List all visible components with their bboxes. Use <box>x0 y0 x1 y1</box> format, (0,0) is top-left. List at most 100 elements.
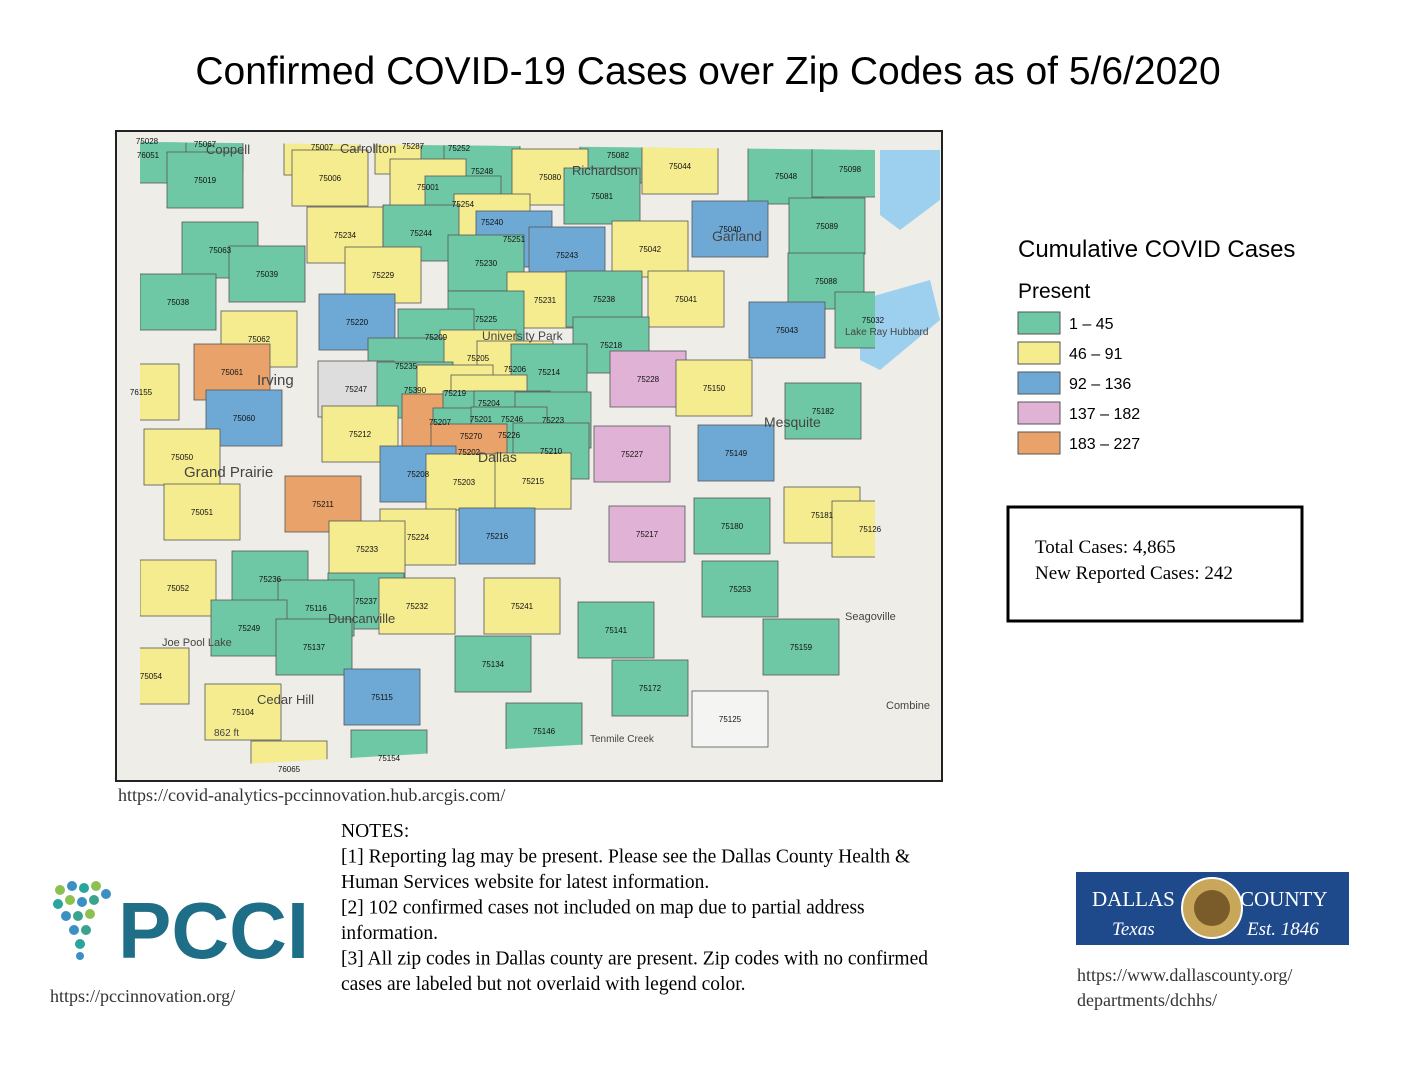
zip-label: 75039 <box>256 270 279 279</box>
zip-label: 75204 <box>478 399 501 408</box>
zip-label: 75067 <box>194 140 217 149</box>
place-label: Lake Ray Hubbard <box>845 327 928 338</box>
zip-area <box>166 151 244 209</box>
zip-label: 75032 <box>862 316 885 325</box>
zip-label: 75240 <box>481 218 504 227</box>
zip-area <box>140 559 217 617</box>
total-cases: Total Cases: 4,865 <box>1035 537 1176 558</box>
zip-area <box>608 505 686 563</box>
zip-label: 75007 <box>311 143 334 152</box>
zip-area <box>577 601 655 659</box>
zip-label: 75226 <box>498 431 521 440</box>
zip-area <box>811 142 875 198</box>
zip-label: 75082 <box>607 151 630 160</box>
zip-label: 75211 <box>312 500 334 509</box>
legend-label: 46 – 91 <box>1069 346 1122 363</box>
legend-label: 1 – 45 <box>1069 316 1114 333</box>
zip-label: 75126 <box>859 525 882 534</box>
zip-label: 75241 <box>511 602 534 611</box>
zip-label: 75253 <box>729 585 752 594</box>
zip-label: 75050 <box>171 453 194 462</box>
zip-label: 75219 <box>444 389 467 398</box>
note-line: cases are labeled but not overlaid with … <box>341 974 745 995</box>
zip-area <box>611 659 689 717</box>
zip-label: 75041 <box>675 295 698 304</box>
totals-box <box>1006 505 1304 623</box>
zip-area <box>693 497 771 555</box>
pcci-logo: PCCI <box>118 886 309 975</box>
zip-label: 75149 <box>725 449 748 458</box>
zip-label: 75233 <box>356 545 379 554</box>
zip-area <box>762 618 840 676</box>
zip-label: 75146 <box>533 727 556 736</box>
badge-name: DALLAS <box>1092 887 1175 911</box>
zip-label: 75227 <box>621 450 644 459</box>
zip-label: 75054 <box>140 672 163 681</box>
zip-label: 75052 <box>167 584 190 593</box>
place-label: Duncanville <box>328 611 395 626</box>
zip-label: 75212 <box>349 430 372 439</box>
zip-label: 75244 <box>410 229 433 238</box>
badge-state: Texas <box>1112 919 1155 940</box>
zip-area <box>611 220 689 278</box>
zip-label: 75137 <box>303 643 326 652</box>
zip-label: 75051 <box>191 508 214 517</box>
zip-label: 75044 <box>669 162 692 171</box>
zip-label: 75209 <box>425 333 448 342</box>
place-label: Grand Prairie <box>184 464 273 481</box>
place-label: 862 ft <box>214 728 239 739</box>
zip-area <box>328 520 406 578</box>
zip-label: 75208 <box>407 470 430 479</box>
zip-label: 75270 <box>460 432 483 441</box>
dallas-url: https://www.dallascounty.org/ <box>1077 965 1292 985</box>
zip-label: 75202 <box>458 448 481 457</box>
zip-label: 75210 <box>540 447 563 456</box>
zip-area <box>647 270 725 328</box>
zip-label: 76065 <box>278 765 301 774</box>
zip-label: 75228 <box>637 375 660 384</box>
zip-label: 75207 <box>429 418 452 427</box>
place-label: Seagoville <box>845 611 896 623</box>
badge-county: COUNTY <box>1240 887 1328 911</box>
legend-label: 92 – 136 <box>1069 376 1131 393</box>
zip-area <box>563 167 641 225</box>
zip-label: 75220 <box>346 318 369 327</box>
zip-area <box>609 350 687 408</box>
zip-label: 75141 <box>605 626 628 635</box>
zip-area <box>593 425 671 483</box>
zip-label: 75223 <box>542 416 565 425</box>
place-label: Combine <box>886 700 930 712</box>
zip-label: 75134 <box>482 660 505 669</box>
zip-area <box>641 142 719 195</box>
source-url: https://covid-analytics-pccinnovation.hu… <box>118 785 505 805</box>
legend-swatch <box>1017 341 1061 365</box>
zip-area <box>691 690 769 748</box>
zip-label: 75230 <box>475 259 498 268</box>
zip-label: 75390 <box>404 386 427 395</box>
legend: 1 – 45 46 – 91 92 – 136 137 – 182 183 – 227 <box>1017 311 1140 455</box>
zip-label: 75238 <box>593 295 616 304</box>
legend-subtitle: Present <box>1018 280 1091 303</box>
zip-label: 75201 <box>470 415 493 424</box>
place-label: Cedar Hill <box>257 692 314 707</box>
zip-area <box>140 273 217 331</box>
zip-label: 75232 <box>406 602 429 611</box>
zip-area <box>691 200 769 258</box>
zip-label: 75080 <box>539 173 562 182</box>
zip-area <box>747 147 825 205</box>
zip-area <box>210 599 288 657</box>
zip-label: 75062 <box>248 335 271 344</box>
zip-label: 75048 <box>775 172 798 181</box>
zip-area <box>454 635 532 693</box>
zip-area <box>343 668 421 726</box>
legend-swatch <box>1017 401 1061 425</box>
place-label: Carrollton <box>340 141 396 156</box>
place-label: Dallas <box>478 449 517 465</box>
county-seal-inner <box>1194 890 1230 926</box>
zip-label: 75172 <box>639 684 662 693</box>
pcci-url: https://pccinnovation.org/ <box>50 986 235 1006</box>
place-label: Irving <box>257 372 294 389</box>
legend-swatch <box>1017 311 1061 335</box>
zip-label: 75125 <box>719 715 742 724</box>
zip-area <box>748 301 826 359</box>
